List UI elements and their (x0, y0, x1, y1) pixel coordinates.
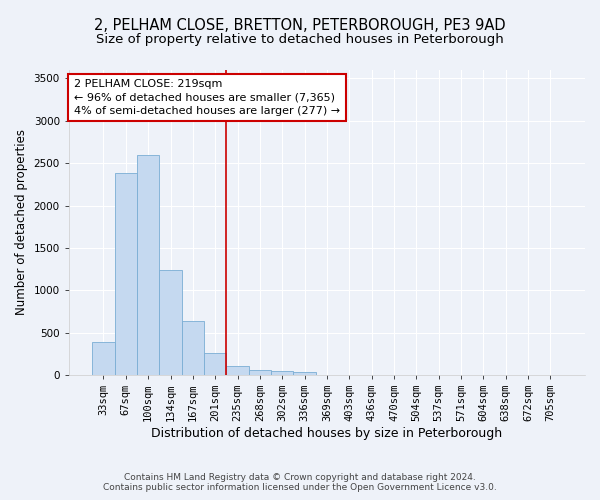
X-axis label: Distribution of detached houses by size in Peterborough: Distribution of detached houses by size … (151, 427, 502, 440)
Bar (182, 320, 204, 375)
Bar (204, 353, 226, 375)
Bar (293, 372, 316, 375)
Bar (160, 270, 182, 375)
Y-axis label: Number of detached properties: Number of detached properties (15, 130, 28, 316)
Bar (226, 366, 249, 375)
Bar (92, 342, 115, 375)
Bar (137, 154, 160, 375)
Text: Contains HM Land Registry data © Crown copyright and database right 2024.: Contains HM Land Registry data © Crown c… (124, 472, 476, 482)
Bar (271, 370, 293, 375)
Text: Size of property relative to detached houses in Peterborough: Size of property relative to detached ho… (96, 32, 504, 46)
Text: 2, PELHAM CLOSE, BRETTON, PETERBOROUGH, PE3 9AD: 2, PELHAM CLOSE, BRETTON, PETERBOROUGH, … (94, 18, 506, 32)
Bar (249, 370, 271, 375)
Text: 2 PELHAM CLOSE: 219sqm
← 96% of detached houses are smaller (7,365)
4% of semi-d: 2 PELHAM CLOSE: 219sqm ← 96% of detached… (74, 79, 340, 116)
Text: Contains public sector information licensed under the Open Government Licence v3: Contains public sector information licen… (103, 482, 497, 492)
Bar (115, 174, 137, 375)
